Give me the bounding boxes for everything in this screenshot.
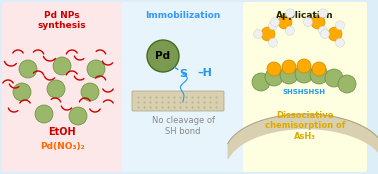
Text: Pd: Pd: [155, 51, 170, 61]
Circle shape: [297, 59, 311, 73]
Circle shape: [267, 62, 281, 76]
Circle shape: [268, 21, 277, 30]
Circle shape: [295, 65, 313, 83]
Text: S: S: [179, 69, 187, 79]
Circle shape: [268, 38, 277, 47]
Text: No cleavage of
SH bond: No cleavage of SH bond: [152, 116, 214, 136]
Circle shape: [147, 40, 179, 72]
Circle shape: [53, 57, 71, 75]
Text: –H: –H: [197, 68, 212, 78]
Circle shape: [282, 60, 296, 74]
Polygon shape: [10, 17, 360, 157]
Text: SHSHSHSH: SHSHSHSH: [282, 89, 325, 95]
Circle shape: [328, 27, 342, 41]
Circle shape: [285, 9, 294, 18]
Circle shape: [87, 60, 105, 78]
Circle shape: [304, 18, 313, 26]
Text: Pd(NO₃)₂: Pd(NO₃)₂: [40, 141, 84, 151]
Circle shape: [271, 18, 279, 26]
Circle shape: [261, 27, 275, 41]
Circle shape: [310, 66, 328, 84]
Text: EtOH: EtOH: [48, 127, 76, 137]
Circle shape: [81, 83, 99, 101]
Circle shape: [338, 75, 356, 93]
Circle shape: [69, 107, 87, 125]
Circle shape: [13, 83, 31, 101]
Circle shape: [325, 69, 343, 87]
Text: Dissociative
chemisorption of
AsH₃: Dissociative chemisorption of AsH₃: [265, 111, 345, 141]
Circle shape: [321, 30, 330, 38]
Circle shape: [336, 38, 344, 47]
Circle shape: [285, 26, 294, 35]
FancyBboxPatch shape: [2, 2, 122, 172]
Text: Pd NPs
synthesis: Pd NPs synthesis: [38, 11, 86, 30]
Circle shape: [278, 15, 292, 29]
FancyBboxPatch shape: [243, 2, 367, 172]
Circle shape: [254, 30, 262, 38]
Circle shape: [252, 73, 270, 91]
Circle shape: [280, 66, 298, 84]
Circle shape: [19, 60, 37, 78]
FancyBboxPatch shape: [122, 2, 244, 172]
Circle shape: [35, 105, 53, 123]
Text: Application: Application: [276, 11, 334, 20]
Circle shape: [319, 26, 327, 35]
Circle shape: [47, 80, 65, 98]
Circle shape: [311, 15, 325, 29]
FancyBboxPatch shape: [132, 91, 224, 111]
Circle shape: [312, 62, 326, 76]
Circle shape: [265, 68, 283, 86]
Circle shape: [319, 9, 327, 18]
Text: Immobilization: Immobilization: [145, 11, 221, 20]
Circle shape: [336, 21, 344, 30]
